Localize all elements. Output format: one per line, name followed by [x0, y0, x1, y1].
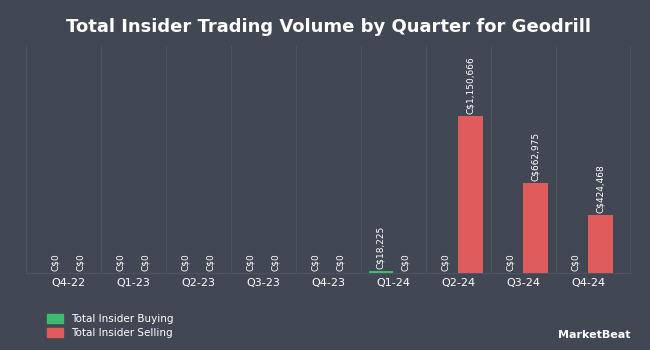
Bar [588, 215, 613, 273]
Text: C$0: C$0 [76, 253, 85, 271]
Text: C$424,468: C$424,468 [596, 164, 605, 213]
Text: MarketBeat: MarketBeat [558, 329, 630, 340]
Text: C$18,225: C$18,225 [376, 225, 385, 269]
Text: C$0: C$0 [271, 253, 280, 271]
Text: C$0: C$0 [441, 253, 450, 271]
Text: C$0: C$0 [206, 253, 215, 271]
Text: C$0: C$0 [181, 253, 190, 271]
Bar [523, 183, 548, 273]
Text: C$662,975: C$662,975 [531, 132, 540, 181]
Text: C$0: C$0 [336, 253, 345, 271]
Bar [369, 271, 393, 273]
Text: C$1,150,666: C$1,150,666 [466, 56, 475, 114]
Bar [458, 116, 483, 273]
Text: C$0: C$0 [401, 253, 410, 271]
Text: C$0: C$0 [506, 253, 515, 271]
Legend: Total Insider Buying, Total Insider Selling: Total Insider Buying, Total Insider Sell… [44, 310, 177, 341]
Text: C$0: C$0 [246, 253, 255, 271]
Text: C$0: C$0 [141, 253, 150, 271]
Text: C$0: C$0 [311, 253, 320, 271]
Text: C$0: C$0 [51, 253, 60, 271]
Text: C$0: C$0 [571, 253, 580, 271]
Text: C$0: C$0 [116, 253, 125, 271]
Title: Total Insider Trading Volume by Quarter for Geodrill: Total Insider Trading Volume by Quarter … [66, 18, 591, 36]
